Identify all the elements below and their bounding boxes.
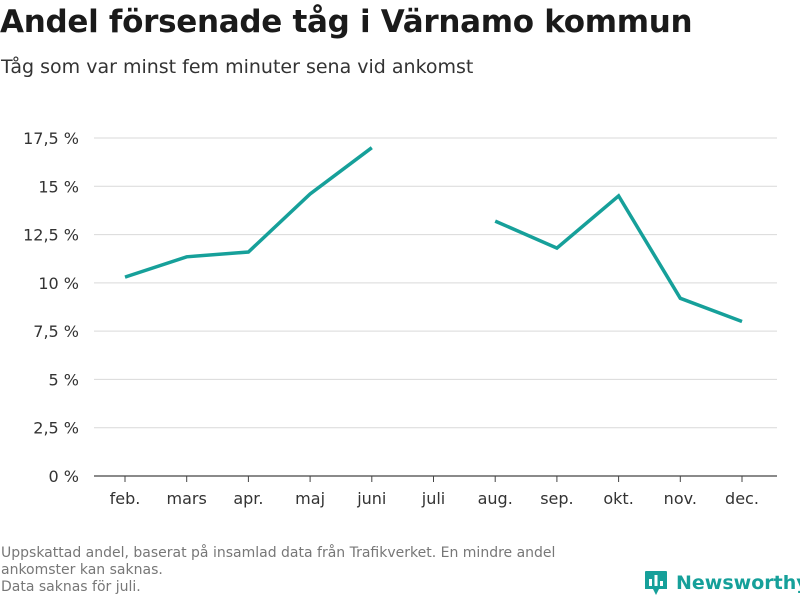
x-tick-label: sep.	[540, 489, 573, 508]
chart-title: Andel försenade tåg i Värnamo kommun	[0, 4, 693, 40]
footnote-line: ankomster kan saknas.	[1, 562, 163, 578]
series-line	[494, 193, 743, 324]
footnote-line: Uppskattad andel, baserat på insamlad da…	[1, 545, 556, 561]
x-tick-label: juli	[421, 489, 445, 508]
bar-chart-pin-icon	[645, 571, 667, 595]
series-line	[124, 146, 373, 279]
x-tick-label: juni	[356, 489, 386, 508]
y-tick-label: 2,5 %	[33, 419, 79, 438]
x-tick-label: okt.	[603, 489, 633, 508]
brand-logo: Newsworthy	[644, 570, 800, 596]
y-tick-label: 10 %	[38, 274, 79, 293]
line-chart: 0 % 2,5 % 5 % 7,5 % 10 % 12,5 % 15 % 17,5 % feb…	[23, 129, 777, 508]
x-tick-label: nov.	[664, 489, 697, 508]
y-tick-label: 5 %	[49, 370, 79, 389]
x-tick-label: aug.	[478, 489, 513, 508]
series-lines	[124, 146, 743, 324]
x-tick-label: dec.	[725, 489, 759, 508]
x-tick-label: feb.	[110, 489, 141, 508]
y-tick-label: 12,5 %	[23, 226, 79, 245]
grid-lines	[94, 137, 777, 477]
x-tick-label: apr.	[233, 489, 263, 508]
brand-name: Newsworthy	[676, 572, 800, 594]
y-tick-label: 17,5 %	[23, 129, 79, 148]
footnote-line: Data saknas för juli.	[1, 579, 141, 595]
footnote: Uppskattad andel, baserat på insamlad da…	[1, 545, 631, 596]
x-tick-label: maj	[295, 489, 325, 508]
y-axis-tick-labels: 0 % 2,5 % 5 % 7,5 % 10 % 12,5 % 15 % 17,5 %	[23, 129, 79, 486]
y-tick-label: 7,5 %	[33, 322, 79, 341]
y-tick-label: 0 %	[49, 467, 79, 486]
chart-subtitle: Tåg som var minst fem minuter sena vid a…	[1, 56, 474, 78]
x-tick-label: mars	[167, 489, 207, 508]
x-axis-ticks: feb. mars apr. maj juni juli aug. sep. okt. nov. d…	[110, 476, 759, 508]
y-tick-label: 15 %	[38, 177, 79, 196]
